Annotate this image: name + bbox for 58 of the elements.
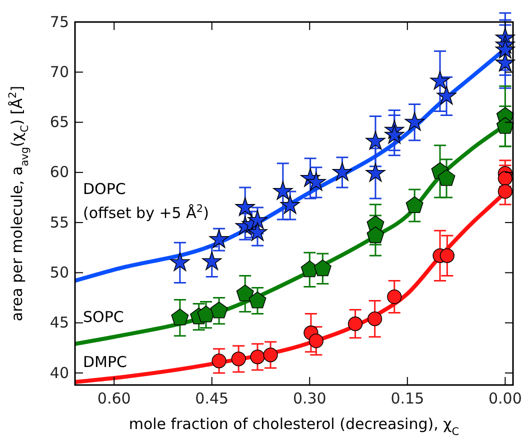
point <box>314 260 332 276</box>
point <box>202 251 222 270</box>
point <box>366 226 384 244</box>
annotation: DOPC <box>83 180 126 198</box>
point <box>235 197 255 216</box>
y-tick-label: 50 <box>50 263 69 282</box>
series-label: SOPC <box>83 308 124 326</box>
point <box>306 172 326 191</box>
point <box>300 260 318 278</box>
point <box>250 350 265 364</box>
series-label: DMPC <box>83 353 128 371</box>
point <box>348 316 363 332</box>
point <box>248 292 266 308</box>
point <box>236 284 254 302</box>
point <box>210 302 228 318</box>
point <box>440 248 454 263</box>
y-tick-label: 75 <box>50 12 69 31</box>
point <box>273 181 293 200</box>
y-tick-label: 70 <box>50 62 69 81</box>
y-tick-label: 40 <box>50 364 69 382</box>
point <box>384 125 404 144</box>
y-tick-label: 60 <box>50 163 69 182</box>
point <box>498 184 512 199</box>
point <box>495 40 515 58</box>
point <box>368 312 382 326</box>
point <box>332 162 352 181</box>
point <box>263 348 278 362</box>
y-tick-label: 65 <box>50 113 69 132</box>
x-tick-label: 0.15 <box>390 390 424 408</box>
point <box>212 354 226 368</box>
point <box>438 169 456 186</box>
point <box>280 195 300 214</box>
x-tick-label: 0.45 <box>195 390 229 408</box>
annotation: (offset by +5 Å$^{2}$) <box>83 203 209 222</box>
point <box>406 196 424 213</box>
point <box>495 52 515 72</box>
point <box>436 86 456 105</box>
x-tick-label: 0.00 <box>488 390 522 408</box>
point <box>308 334 324 348</box>
point <box>498 171 512 186</box>
point <box>170 252 190 272</box>
point <box>197 306 215 322</box>
point <box>496 117 514 134</box>
point <box>366 163 386 182</box>
point <box>404 112 424 131</box>
point <box>171 308 189 326</box>
x-axis-title: mole fraction of cholesterol (decreasing), χ$_{C}$ <box>128 415 460 438</box>
point <box>366 131 386 150</box>
point <box>231 352 246 366</box>
point <box>248 210 268 229</box>
point <box>387 289 402 304</box>
y-tick-label: 45 <box>50 314 69 332</box>
x-tick-label: 0.30 <box>292 390 326 408</box>
y-tick-label: 55 <box>50 213 69 232</box>
x-tick-label: 0.60 <box>97 390 131 408</box>
point <box>430 70 450 90</box>
point <box>248 222 268 241</box>
point <box>209 229 229 248</box>
